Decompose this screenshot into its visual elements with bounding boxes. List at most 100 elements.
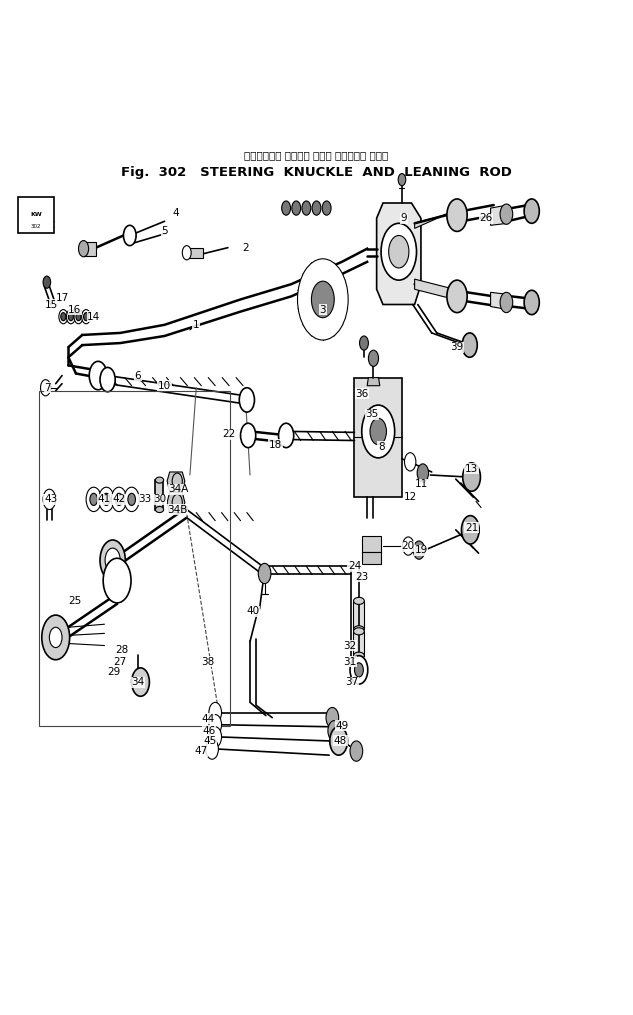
Circle shape — [302, 201, 311, 215]
Text: 9: 9 — [401, 213, 407, 223]
Polygon shape — [415, 210, 456, 228]
Polygon shape — [354, 378, 402, 497]
Text: 4: 4 — [173, 208, 179, 218]
Text: 39: 39 — [451, 342, 463, 352]
Polygon shape — [415, 279, 454, 299]
Circle shape — [82, 310, 91, 324]
Ellipse shape — [156, 477, 163, 483]
Circle shape — [209, 715, 222, 735]
Text: 49: 49 — [335, 721, 348, 731]
Circle shape — [500, 204, 513, 224]
Circle shape — [43, 276, 51, 288]
Circle shape — [49, 627, 62, 648]
Text: 22: 22 — [223, 429, 235, 439]
Polygon shape — [367, 378, 380, 386]
Text: 21: 21 — [465, 523, 478, 533]
Circle shape — [103, 493, 110, 505]
Polygon shape — [353, 601, 364, 629]
Bar — [84, 242, 96, 256]
Text: 1: 1 — [193, 320, 199, 330]
Circle shape — [68, 313, 73, 321]
Polygon shape — [167, 492, 185, 513]
Text: 46: 46 — [203, 726, 215, 736]
Circle shape — [76, 313, 81, 321]
Circle shape — [326, 707, 339, 728]
Text: 11: 11 — [415, 479, 427, 489]
Circle shape — [100, 367, 115, 392]
Text: 44: 44 — [201, 714, 214, 724]
Circle shape — [66, 310, 75, 324]
Circle shape — [86, 487, 101, 512]
Circle shape — [43, 489, 56, 510]
Text: 42: 42 — [113, 494, 125, 504]
Circle shape — [209, 727, 222, 747]
Text: 32: 32 — [343, 640, 356, 651]
Text: 302: 302 — [31, 224, 41, 228]
Text: KW: KW — [30, 212, 42, 216]
Text: 43: 43 — [44, 494, 57, 504]
Circle shape — [100, 540, 125, 581]
Text: 3: 3 — [320, 304, 326, 315]
Circle shape — [463, 463, 480, 491]
Text: 5: 5 — [161, 226, 168, 236]
Circle shape — [328, 721, 341, 741]
Circle shape — [90, 493, 97, 505]
Text: 12: 12 — [404, 492, 417, 502]
Text: 6: 6 — [135, 370, 141, 381]
Text: 31: 31 — [343, 657, 356, 667]
Circle shape — [311, 281, 334, 318]
Text: 29: 29 — [108, 667, 120, 677]
Circle shape — [61, 313, 66, 321]
Text: 17: 17 — [56, 293, 68, 303]
Circle shape — [103, 558, 131, 603]
Circle shape — [123, 225, 136, 246]
Circle shape — [322, 201, 331, 215]
Polygon shape — [491, 292, 508, 310]
Circle shape — [105, 548, 120, 572]
Bar — [18, 197, 54, 233]
Text: 16: 16 — [68, 304, 81, 315]
Text: 19: 19 — [415, 545, 427, 555]
Circle shape — [398, 174, 406, 186]
Polygon shape — [362, 552, 381, 564]
Circle shape — [206, 739, 218, 759]
Ellipse shape — [353, 653, 364, 660]
Text: 33: 33 — [138, 494, 151, 504]
Text: 24: 24 — [348, 561, 361, 571]
Ellipse shape — [156, 506, 163, 513]
Polygon shape — [491, 205, 508, 225]
Circle shape — [78, 241, 89, 257]
Circle shape — [330, 727, 348, 755]
Circle shape — [84, 313, 89, 321]
Text: 26: 26 — [480, 213, 492, 223]
Circle shape — [462, 333, 477, 357]
Circle shape — [381, 223, 417, 280]
Circle shape — [99, 487, 114, 512]
Ellipse shape — [353, 627, 364, 635]
Text: 2: 2 — [242, 243, 249, 253]
Circle shape — [370, 418, 386, 445]
Text: 18: 18 — [269, 439, 282, 450]
Text: 14: 14 — [87, 312, 100, 322]
Text: 8: 8 — [378, 442, 384, 452]
Circle shape — [41, 380, 51, 396]
Circle shape — [362, 405, 395, 458]
Text: 10: 10 — [158, 381, 171, 391]
Ellipse shape — [353, 625, 364, 633]
Circle shape — [403, 537, 414, 555]
Circle shape — [461, 516, 479, 544]
Circle shape — [404, 453, 416, 471]
Text: 40: 40 — [247, 606, 260, 616]
Text: 23: 23 — [356, 571, 368, 582]
Circle shape — [447, 199, 467, 231]
Text: 34: 34 — [132, 677, 144, 687]
Circle shape — [74, 310, 83, 324]
Text: ステアリング ナックル および リーニング ロッド: ステアリング ナックル および リーニング ロッド — [244, 150, 389, 160]
Text: 47: 47 — [195, 746, 208, 756]
Circle shape — [42, 615, 70, 660]
Circle shape — [389, 235, 409, 268]
Text: 38: 38 — [201, 657, 214, 667]
Circle shape — [500, 292, 513, 313]
Circle shape — [312, 201, 321, 215]
Circle shape — [128, 493, 135, 505]
